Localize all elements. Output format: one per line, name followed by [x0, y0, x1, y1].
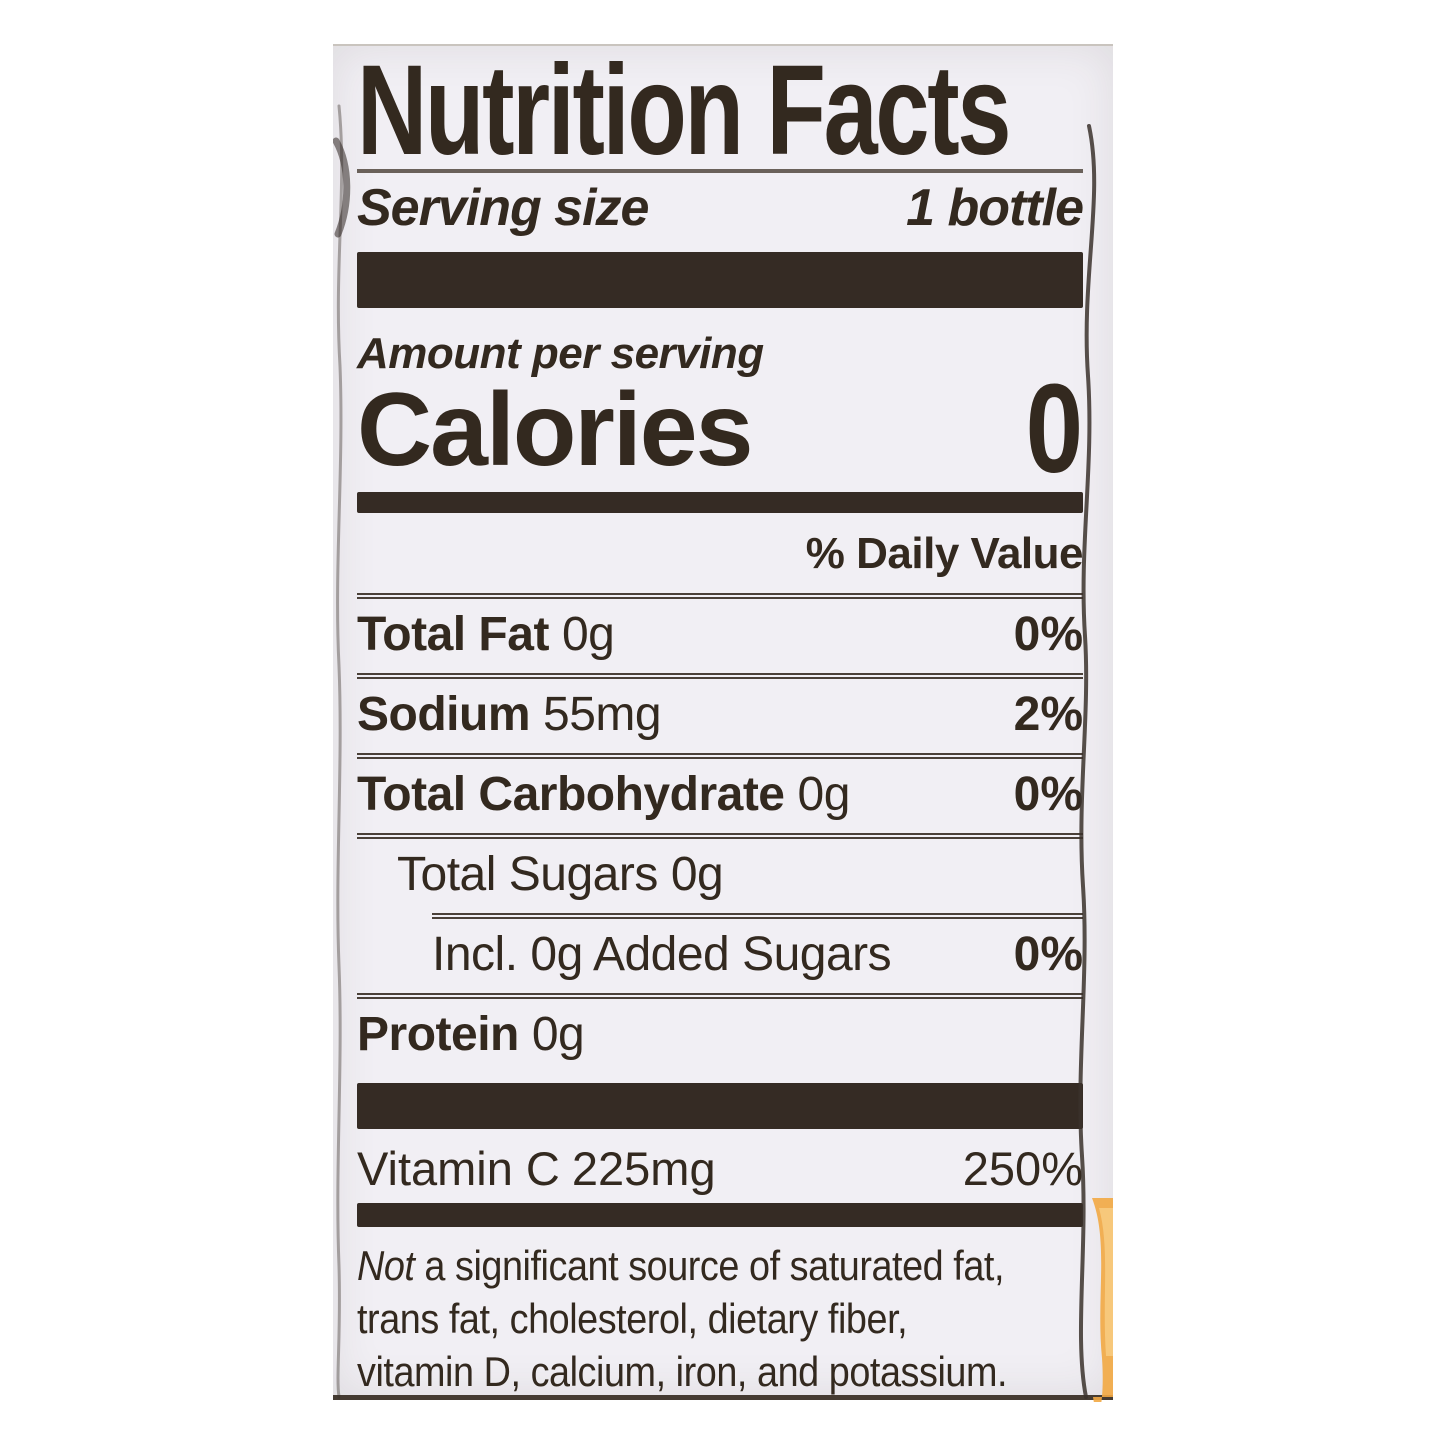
serving-size-row: Serving size 1 bottle — [357, 179, 1084, 237]
label-content: Nutrition Facts Serving size 1 bottle Am… — [333, 46, 1113, 1395]
nutrient-name: Incl. 0g Added Sugars — [432, 928, 892, 981]
divider-bar-medium-2 — [357, 1203, 1083, 1227]
nutrient-name: Total Carbohydrate — [357, 768, 785, 821]
nutrient-amount: 0g — [531, 1008, 585, 1061]
label-title: Nutrition Facts — [357, 39, 1011, 182]
nutrient-name: Protein — [357, 1008, 519, 1061]
row-total-fat: Total Fat 0g 0% — [357, 609, 1083, 661]
vitamin-amount: 225mg — [571, 1142, 716, 1195]
amount-per-serving-label: Amount per serving — [357, 329, 764, 378]
nutrient-amount: 55mg — [543, 688, 662, 741]
row-sodium: Sodium 55mg 2% — [357, 689, 1083, 741]
serving-size-label: Serving size — [357, 179, 649, 237]
nutrient-dv: 0% — [1013, 928, 1083, 981]
row-divider-indented — [432, 913, 1083, 919]
nutrition-facts-label: Nutrition Facts Serving size 1 bottle Am… — [333, 44, 1113, 1402]
serving-size-value: 1 bottle — [906, 179, 1084, 237]
nutrient-dv: 2% — [1013, 688, 1083, 741]
vitamin-dv: 250% — [962, 1142, 1083, 1195]
nutrient-name: Sodium — [357, 688, 531, 741]
row-added-sugars: Incl. 0g Added Sugars 0% — [357, 929, 1083, 981]
nutrient-dv: 0% — [1013, 608, 1083, 661]
nutrient-name: Total Sugars — [397, 848, 658, 901]
row-protein: Protein 0g — [357, 1009, 1083, 1061]
row-divider — [357, 593, 1083, 599]
row-divider — [357, 673, 1083, 679]
footnote: Not a significant source of saturated fat… — [357, 1239, 1081, 1398]
nutrient-dv: 0% — [1013, 768, 1083, 821]
row-vitamin-c: Vitamin C 225mg 250% — [357, 1143, 1083, 1195]
row-divider — [357, 833, 1083, 839]
nutrient-amount: 0g — [561, 608, 615, 661]
row-divider — [357, 753, 1083, 759]
nutrient-name: Total Fat — [357, 608, 549, 661]
divider-bar-medium-1 — [357, 492, 1083, 513]
row-total-carbohydrate: Total Carbohydrate 0g 0% — [357, 769, 1083, 821]
nutrient-amount: 0g — [670, 848, 724, 901]
calories-label: Calories — [357, 372, 753, 488]
footnote-text: a significant source of saturated fat, t… — [357, 1242, 1008, 1395]
calories-row: Calories 0 — [357, 358, 1083, 499]
divider-bar-thick-bottom — [357, 1083, 1083, 1129]
calories-value: 0 — [1025, 358, 1083, 499]
vitamin-name: Vitamin C — [357, 1142, 560, 1195]
daily-value-header: % Daily Value — [805, 529, 1084, 578]
title-divider — [357, 169, 1083, 173]
row-divider — [357, 993, 1083, 999]
row-total-sugars: Total Sugars 0g — [357, 849, 1083, 901]
nutrient-amount: 0g — [797, 768, 851, 821]
divider-bar-thick-top — [357, 252, 1083, 308]
footnote-lead: Not — [357, 1242, 415, 1289]
